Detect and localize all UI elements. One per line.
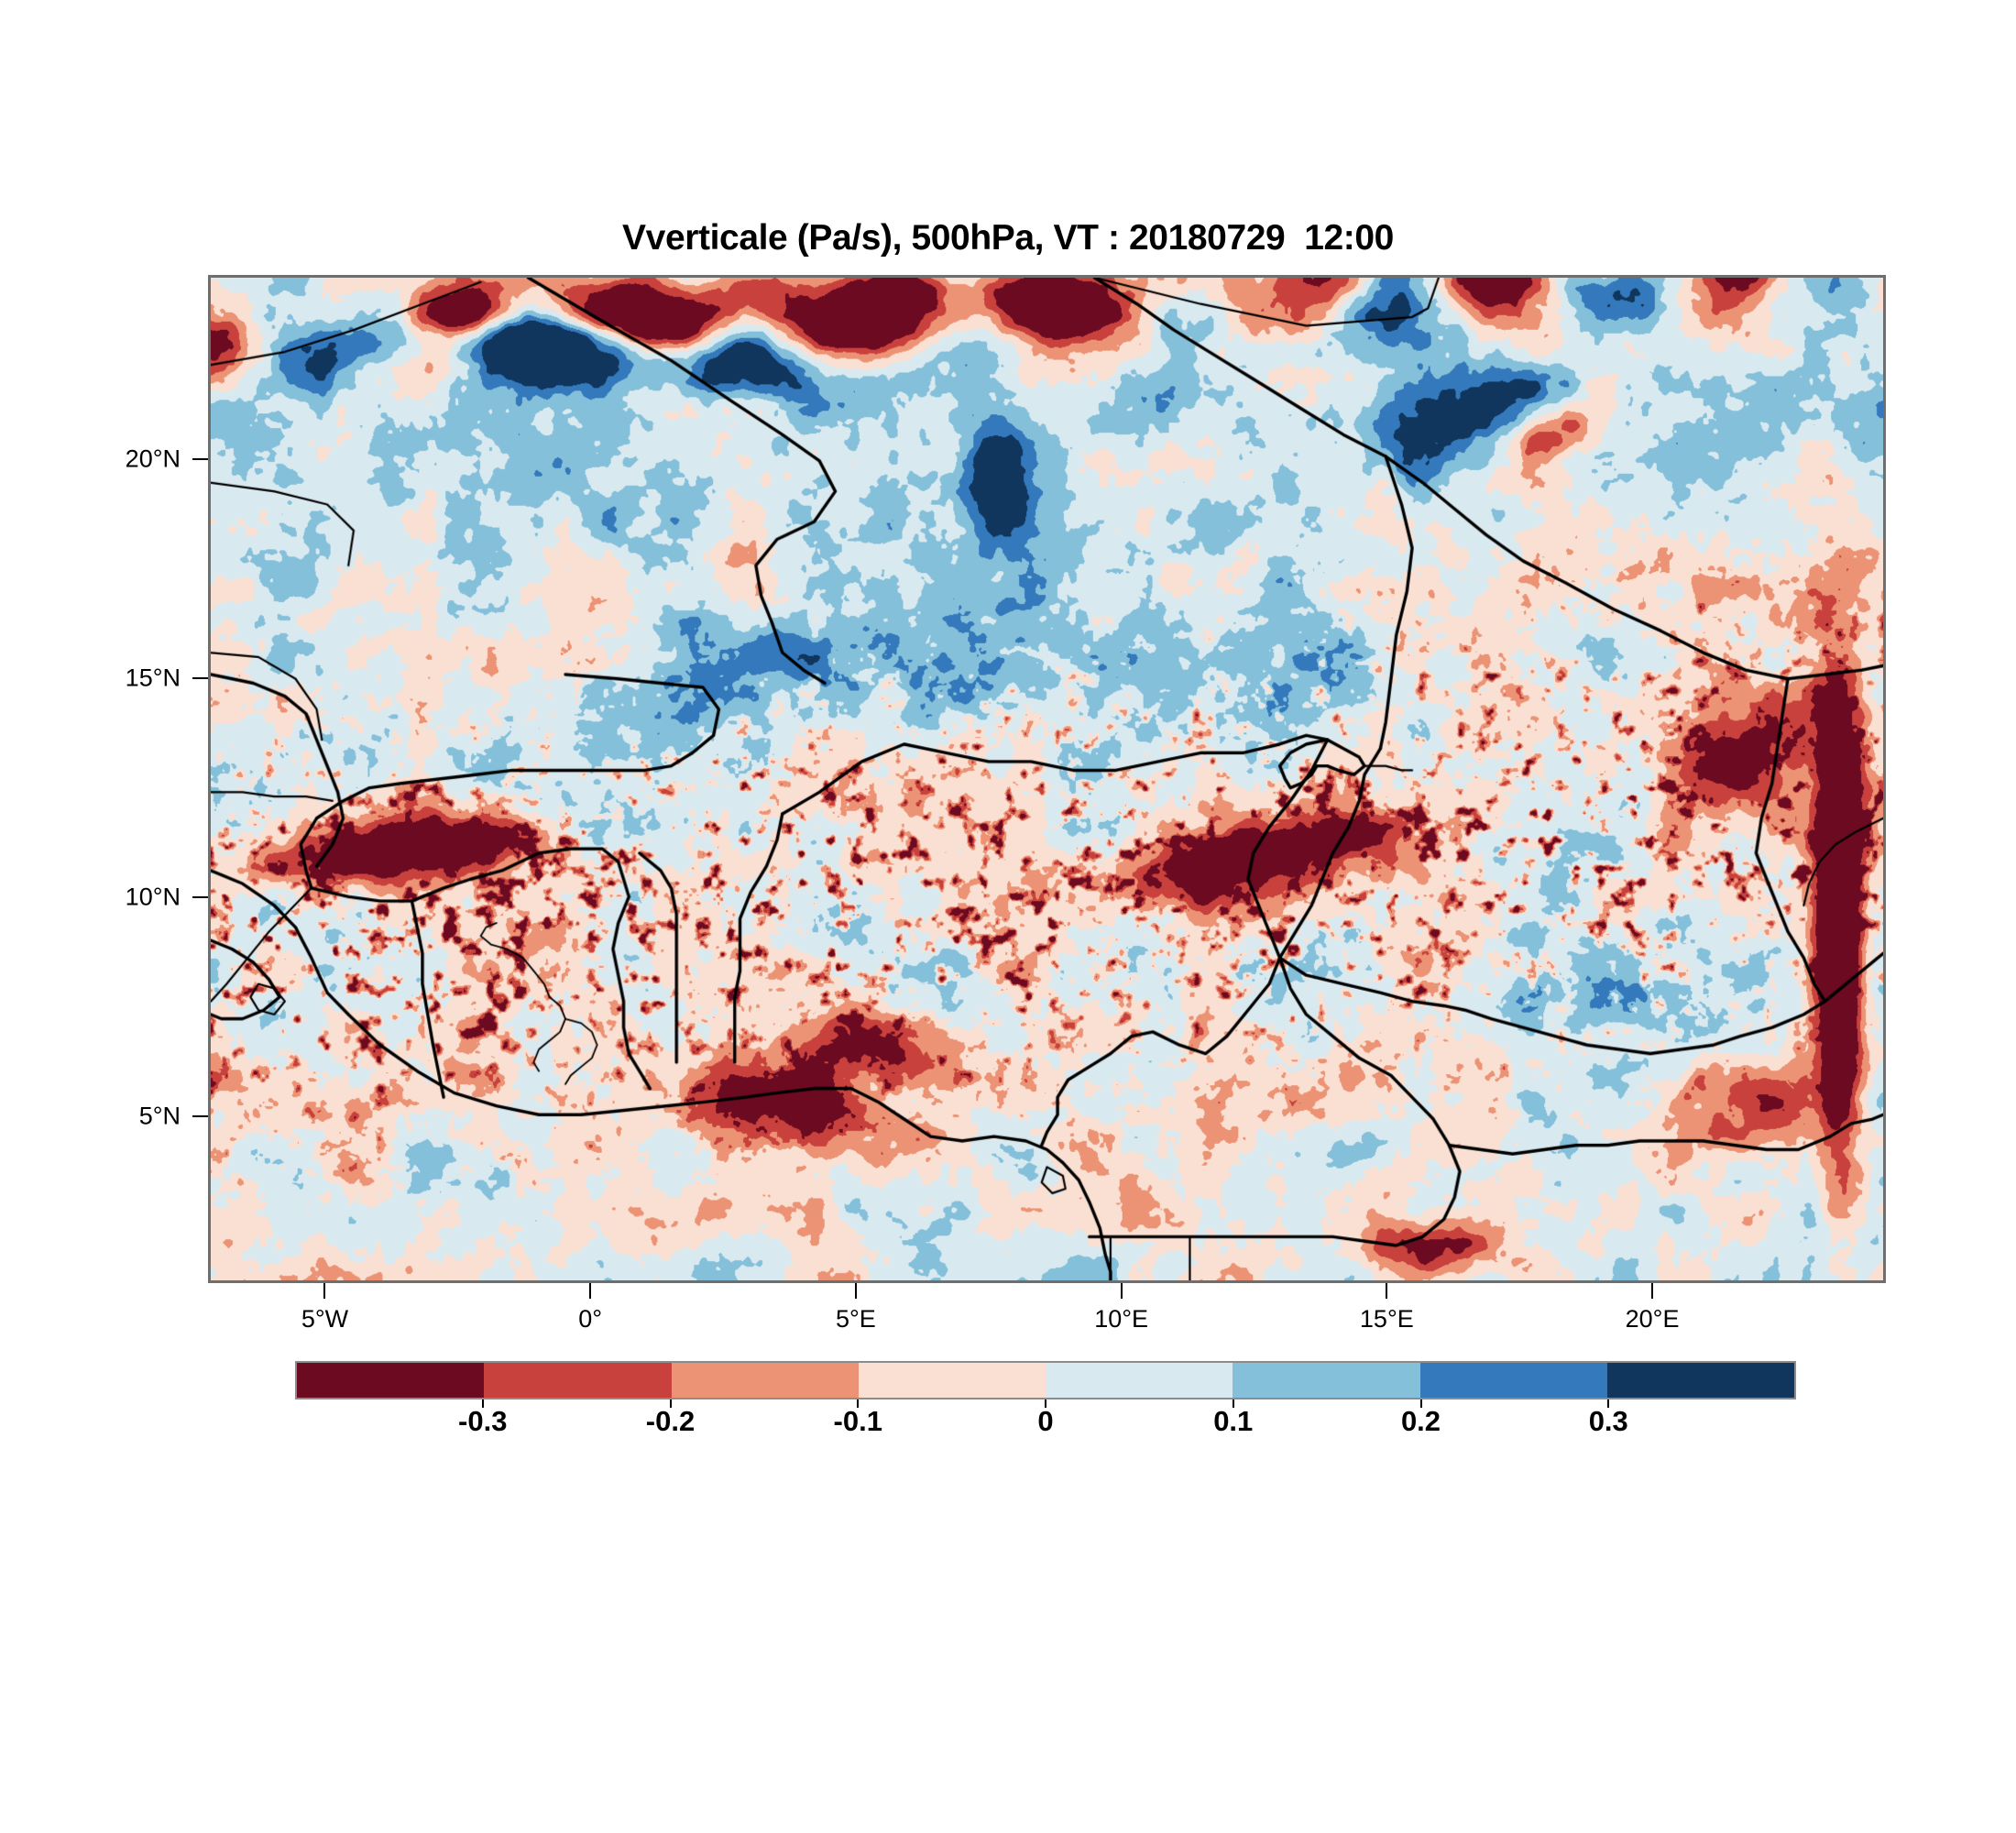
colorbar-label-1: -0.2 xyxy=(645,1405,696,1437)
colorbar-tick-0 xyxy=(481,1399,484,1408)
colorbar-swatch-1 xyxy=(484,1363,672,1398)
x-tick-label-1: 0° xyxy=(578,1305,603,1333)
colorbar-swatch-2 xyxy=(671,1363,859,1398)
colorbar-label-3: 0 xyxy=(1037,1405,1054,1437)
x-tick-4 xyxy=(1386,1283,1388,1299)
colorbar-swatches xyxy=(295,1361,1796,1399)
y-tick-2 xyxy=(192,896,208,899)
x-tick-3 xyxy=(1120,1283,1123,1299)
colorbar-label-4: 0.1 xyxy=(1213,1405,1254,1437)
colorbar-swatch-5 xyxy=(1233,1363,1420,1398)
x-tick-2 xyxy=(854,1283,857,1299)
colorbar-swatch-3 xyxy=(858,1363,1046,1398)
colorbar-tick-3 xyxy=(1045,1399,1046,1408)
y-tick-label-3: 5°N xyxy=(138,1102,181,1130)
map-plot-area[interactable] xyxy=(208,275,1886,1283)
colorbar-label-5: 0.2 xyxy=(1400,1405,1441,1437)
colorbar-swatch-0 xyxy=(297,1363,485,1398)
y-tick-1 xyxy=(192,677,208,679)
y-tick-3 xyxy=(192,1115,208,1118)
colorbar-swatch-7 xyxy=(1606,1363,1794,1398)
x-tick-1 xyxy=(589,1283,592,1299)
x-tick-label-3: 10°E xyxy=(1094,1305,1149,1333)
colorbar-swatch-4 xyxy=(1046,1363,1233,1398)
colorbar-label-0: -0.3 xyxy=(458,1405,508,1437)
x-tick-0 xyxy=(323,1283,326,1299)
x-tick-5 xyxy=(1651,1283,1654,1299)
y-tick-label-0: 20°N xyxy=(125,445,181,473)
x-tick-label-0: 5°W xyxy=(301,1305,349,1333)
colorbar-tick-2 xyxy=(857,1399,860,1408)
y-tick-0 xyxy=(192,457,208,460)
colorbar-tick-4 xyxy=(1232,1399,1234,1408)
colorbar-tick-5 xyxy=(1419,1399,1422,1408)
page-title: Vverticale (Pa/s), 500hPa, VT : 20180729… xyxy=(622,218,1394,258)
x-tick-label-5: 20°E xyxy=(1625,1305,1680,1333)
colorbar-label-2: -0.1 xyxy=(833,1405,882,1437)
x-tick-label-4: 15°E xyxy=(1359,1305,1414,1333)
colorbar-tick-6 xyxy=(1607,1399,1610,1408)
x-tick-label-2: 5°E xyxy=(835,1305,876,1333)
colorbar-label-6: 0.3 xyxy=(1588,1405,1628,1437)
y-tick-label-1: 15°N xyxy=(125,664,181,692)
y-tick-label-2: 10°N xyxy=(125,883,181,911)
vertical-velocity-heatmap xyxy=(211,278,1883,1280)
colorbar-swatch-6 xyxy=(1419,1363,1607,1398)
colorbar-tick-1 xyxy=(669,1399,672,1408)
colorbar[interactable]: -0.3 -0.2 -0.1 0 0.1 0.2 0.3 xyxy=(295,1361,1796,1437)
